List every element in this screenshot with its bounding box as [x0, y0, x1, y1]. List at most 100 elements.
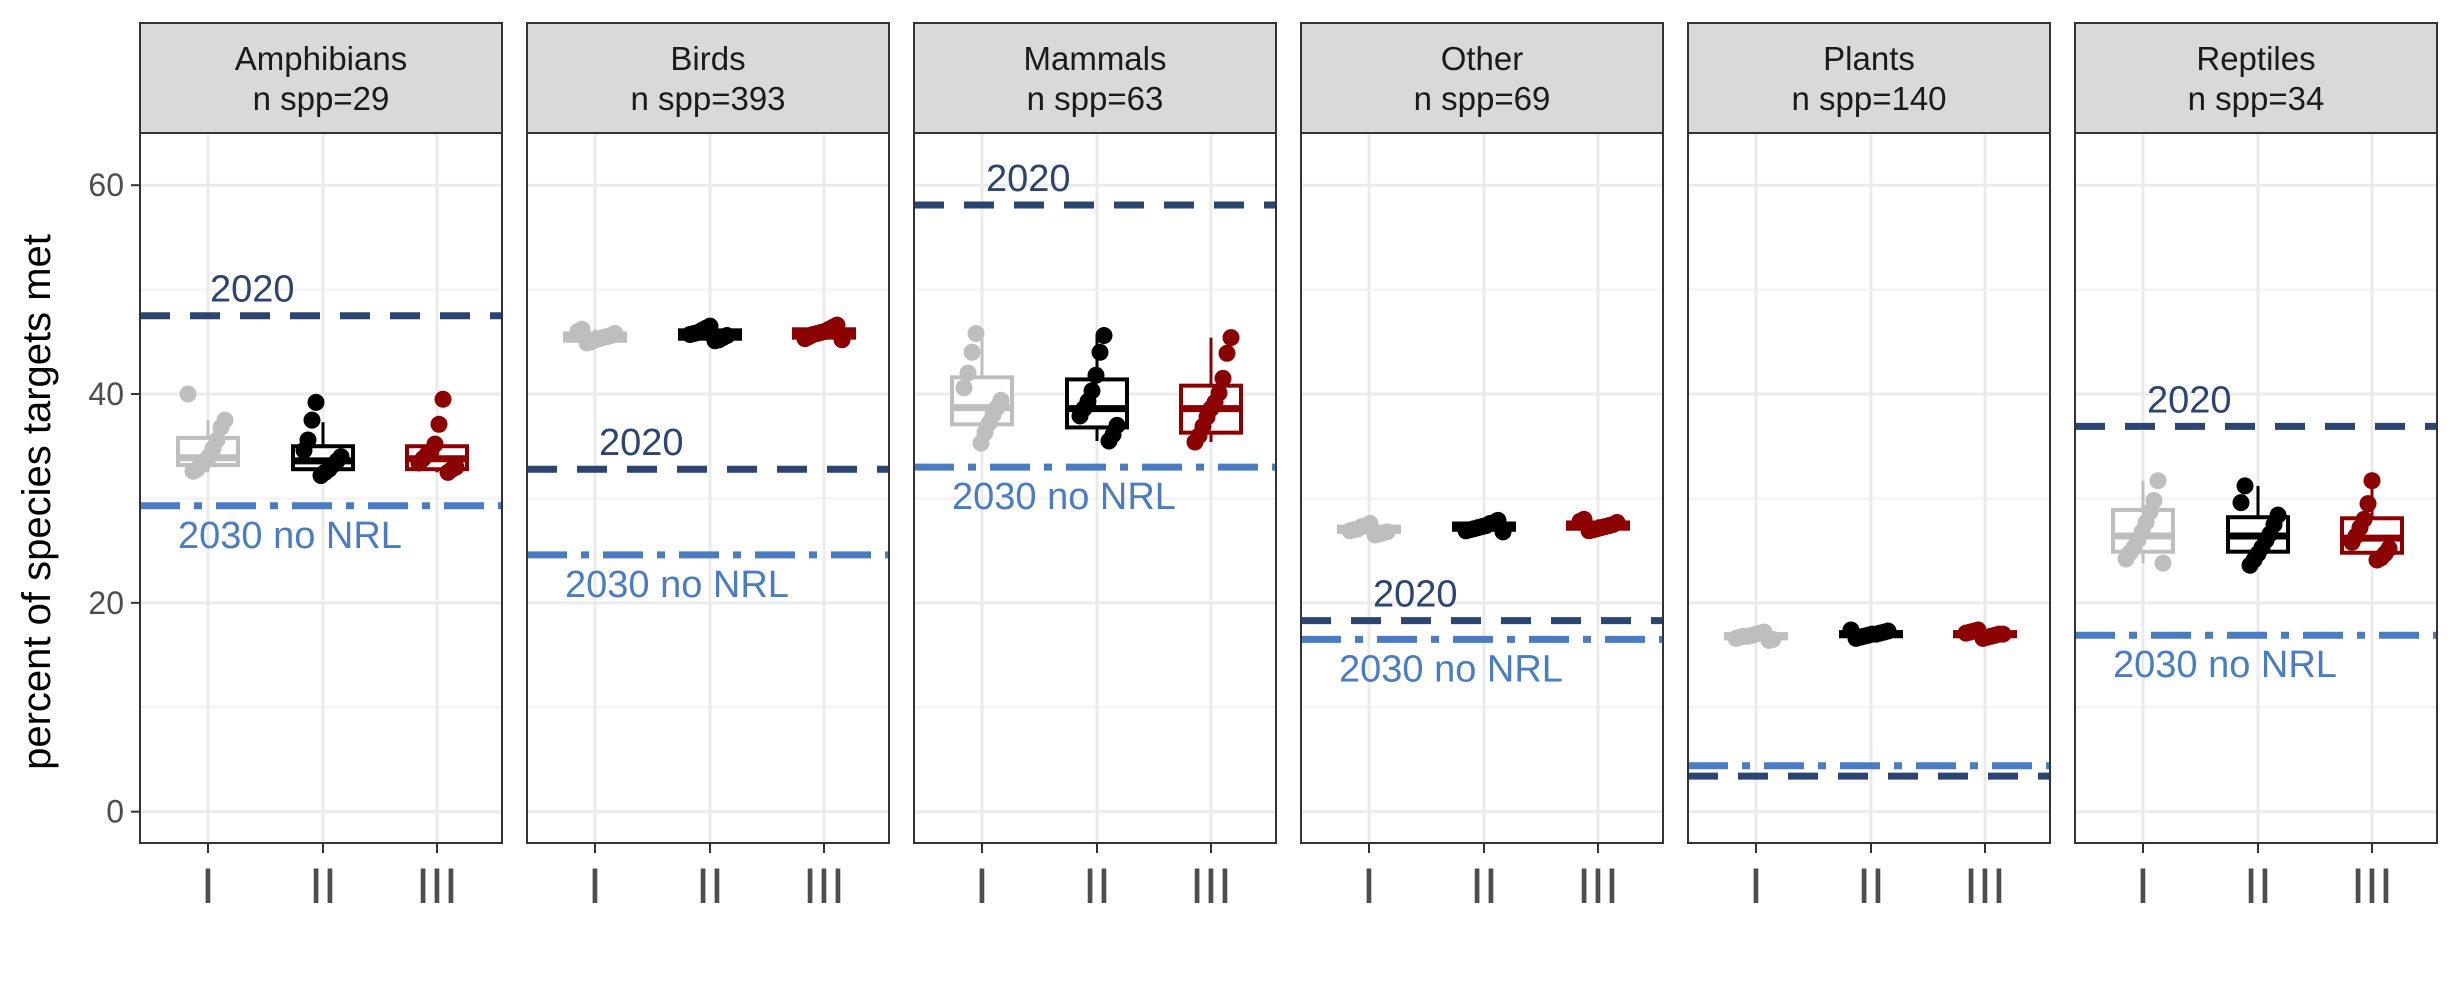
- x-tick-label: III: [2351, 858, 2393, 914]
- facet-title: Birds: [670, 40, 745, 77]
- data-point: [2117, 550, 2135, 568]
- x-tick-label: II: [1083, 858, 1111, 914]
- x-tick-label: I: [1749, 858, 1763, 914]
- data-point: [796, 330, 814, 348]
- panel-background: [914, 133, 1276, 843]
- data-point: [959, 364, 977, 382]
- data-point: [1847, 629, 1865, 647]
- data-point: [1366, 526, 1384, 544]
- y-tick-label: 60: [88, 167, 124, 203]
- data-point: [1457, 522, 1475, 540]
- panel-background: [140, 133, 502, 843]
- reference-label-2030-no-nrl: 2030 no NRL: [2113, 644, 2337, 686]
- box-I: [563, 320, 627, 352]
- box-III: [2340, 472, 2404, 569]
- facet-title: Amphibians: [235, 40, 407, 77]
- x-tick-label: II: [1470, 858, 1498, 914]
- panel-background: [2075, 133, 2437, 843]
- box-I: [950, 324, 1014, 452]
- reference-label-2030-no-nrl: 2030 no NRL: [565, 564, 789, 606]
- panel-background: [527, 133, 889, 843]
- data-point: [439, 463, 457, 481]
- box-II: [1452, 511, 1516, 541]
- x-tick-label: III: [803, 858, 845, 914]
- data-point: [2359, 495, 2377, 513]
- reference-label-2020: 2020: [2147, 379, 2232, 421]
- x-tick-label: II: [309, 858, 337, 914]
- facet-subtitle: n spp=34: [2188, 80, 2325, 117]
- box-III: [1179, 329, 1243, 451]
- x-tick-label: I: [1362, 858, 1376, 914]
- panel-border: [2074, 132, 2438, 844]
- data-point: [2236, 477, 2254, 495]
- y-tick-label: 20: [88, 585, 124, 621]
- x-tick-label: II: [696, 858, 724, 914]
- x-tick-label: III: [1190, 858, 1232, 914]
- x-tick-label: III: [1577, 858, 1619, 914]
- facet-subtitle: n spp=63: [1027, 80, 1164, 117]
- x-tick-label: I: [2136, 858, 2150, 914]
- box-II: [291, 393, 355, 484]
- x-tick-label: II: [2244, 858, 2272, 914]
- data-point: [1071, 407, 1089, 425]
- x-tick-label: I: [201, 858, 215, 914]
- data-point: [312, 466, 330, 484]
- reference-label-2020: 2020: [599, 422, 684, 464]
- data-point: [295, 441, 313, 459]
- data-point: [963, 343, 981, 361]
- data-point: [1580, 522, 1598, 540]
- data-point: [179, 385, 197, 403]
- panel-border: [139, 132, 503, 844]
- data-point: [410, 454, 428, 472]
- data-point: [2241, 556, 2259, 574]
- x-tick-label: I: [588, 858, 602, 914]
- data-point: [569, 322, 587, 340]
- data-point: [1186, 433, 1204, 451]
- panel-border: [913, 132, 1277, 844]
- y-axis: 0 20 40 60: [88, 167, 140, 830]
- data-point: [1760, 631, 1778, 649]
- panel-background: [1688, 133, 2050, 843]
- x-tick-label: II: [1857, 858, 1885, 914]
- data-point: [972, 434, 990, 452]
- facet-subtitle: n spp=393: [630, 80, 785, 117]
- panel-background: [1301, 133, 1663, 843]
- data-point: [1494, 523, 1512, 541]
- reference-label-2030-no-nrl: 2030 no NRL: [1339, 648, 1563, 690]
- facet-strip: [1300, 22, 1664, 134]
- box-III: [1953, 621, 2017, 647]
- data-point: [706, 332, 724, 350]
- data-point: [1974, 629, 1992, 647]
- data-point: [1214, 369, 1232, 387]
- data-point: [1095, 327, 1113, 345]
- box-II: [2226, 477, 2290, 574]
- data-point: [2368, 551, 2386, 569]
- box-I: [1337, 515, 1401, 544]
- reference-label-2020: 2020: [210, 269, 295, 311]
- data-point: [1957, 624, 1975, 642]
- data-point: [2363, 472, 2381, 490]
- data-point: [307, 393, 325, 411]
- data-point: [1091, 343, 1109, 361]
- x-tick-label: III: [416, 858, 458, 914]
- data-point: [578, 334, 596, 352]
- facet-title: Mammals: [1023, 40, 1166, 77]
- box-III: [792, 316, 856, 349]
- reference-label-2030-no-nrl: 2030 no NRL: [178, 515, 402, 557]
- facet-subtitle: n spp=69: [1414, 80, 1551, 117]
- box-I: [1724, 623, 1788, 649]
- box-I: [176, 385, 240, 480]
- data-point: [2232, 494, 2250, 512]
- y-tick-label: 40: [88, 376, 124, 412]
- facet-title: Reptiles: [2196, 40, 2315, 77]
- data-point: [833, 331, 851, 349]
- data-point: [681, 326, 699, 344]
- facet-title: Plants: [1823, 40, 1915, 77]
- box-II: [1065, 327, 1129, 450]
- reference-label-2020: 2020: [986, 158, 1071, 200]
